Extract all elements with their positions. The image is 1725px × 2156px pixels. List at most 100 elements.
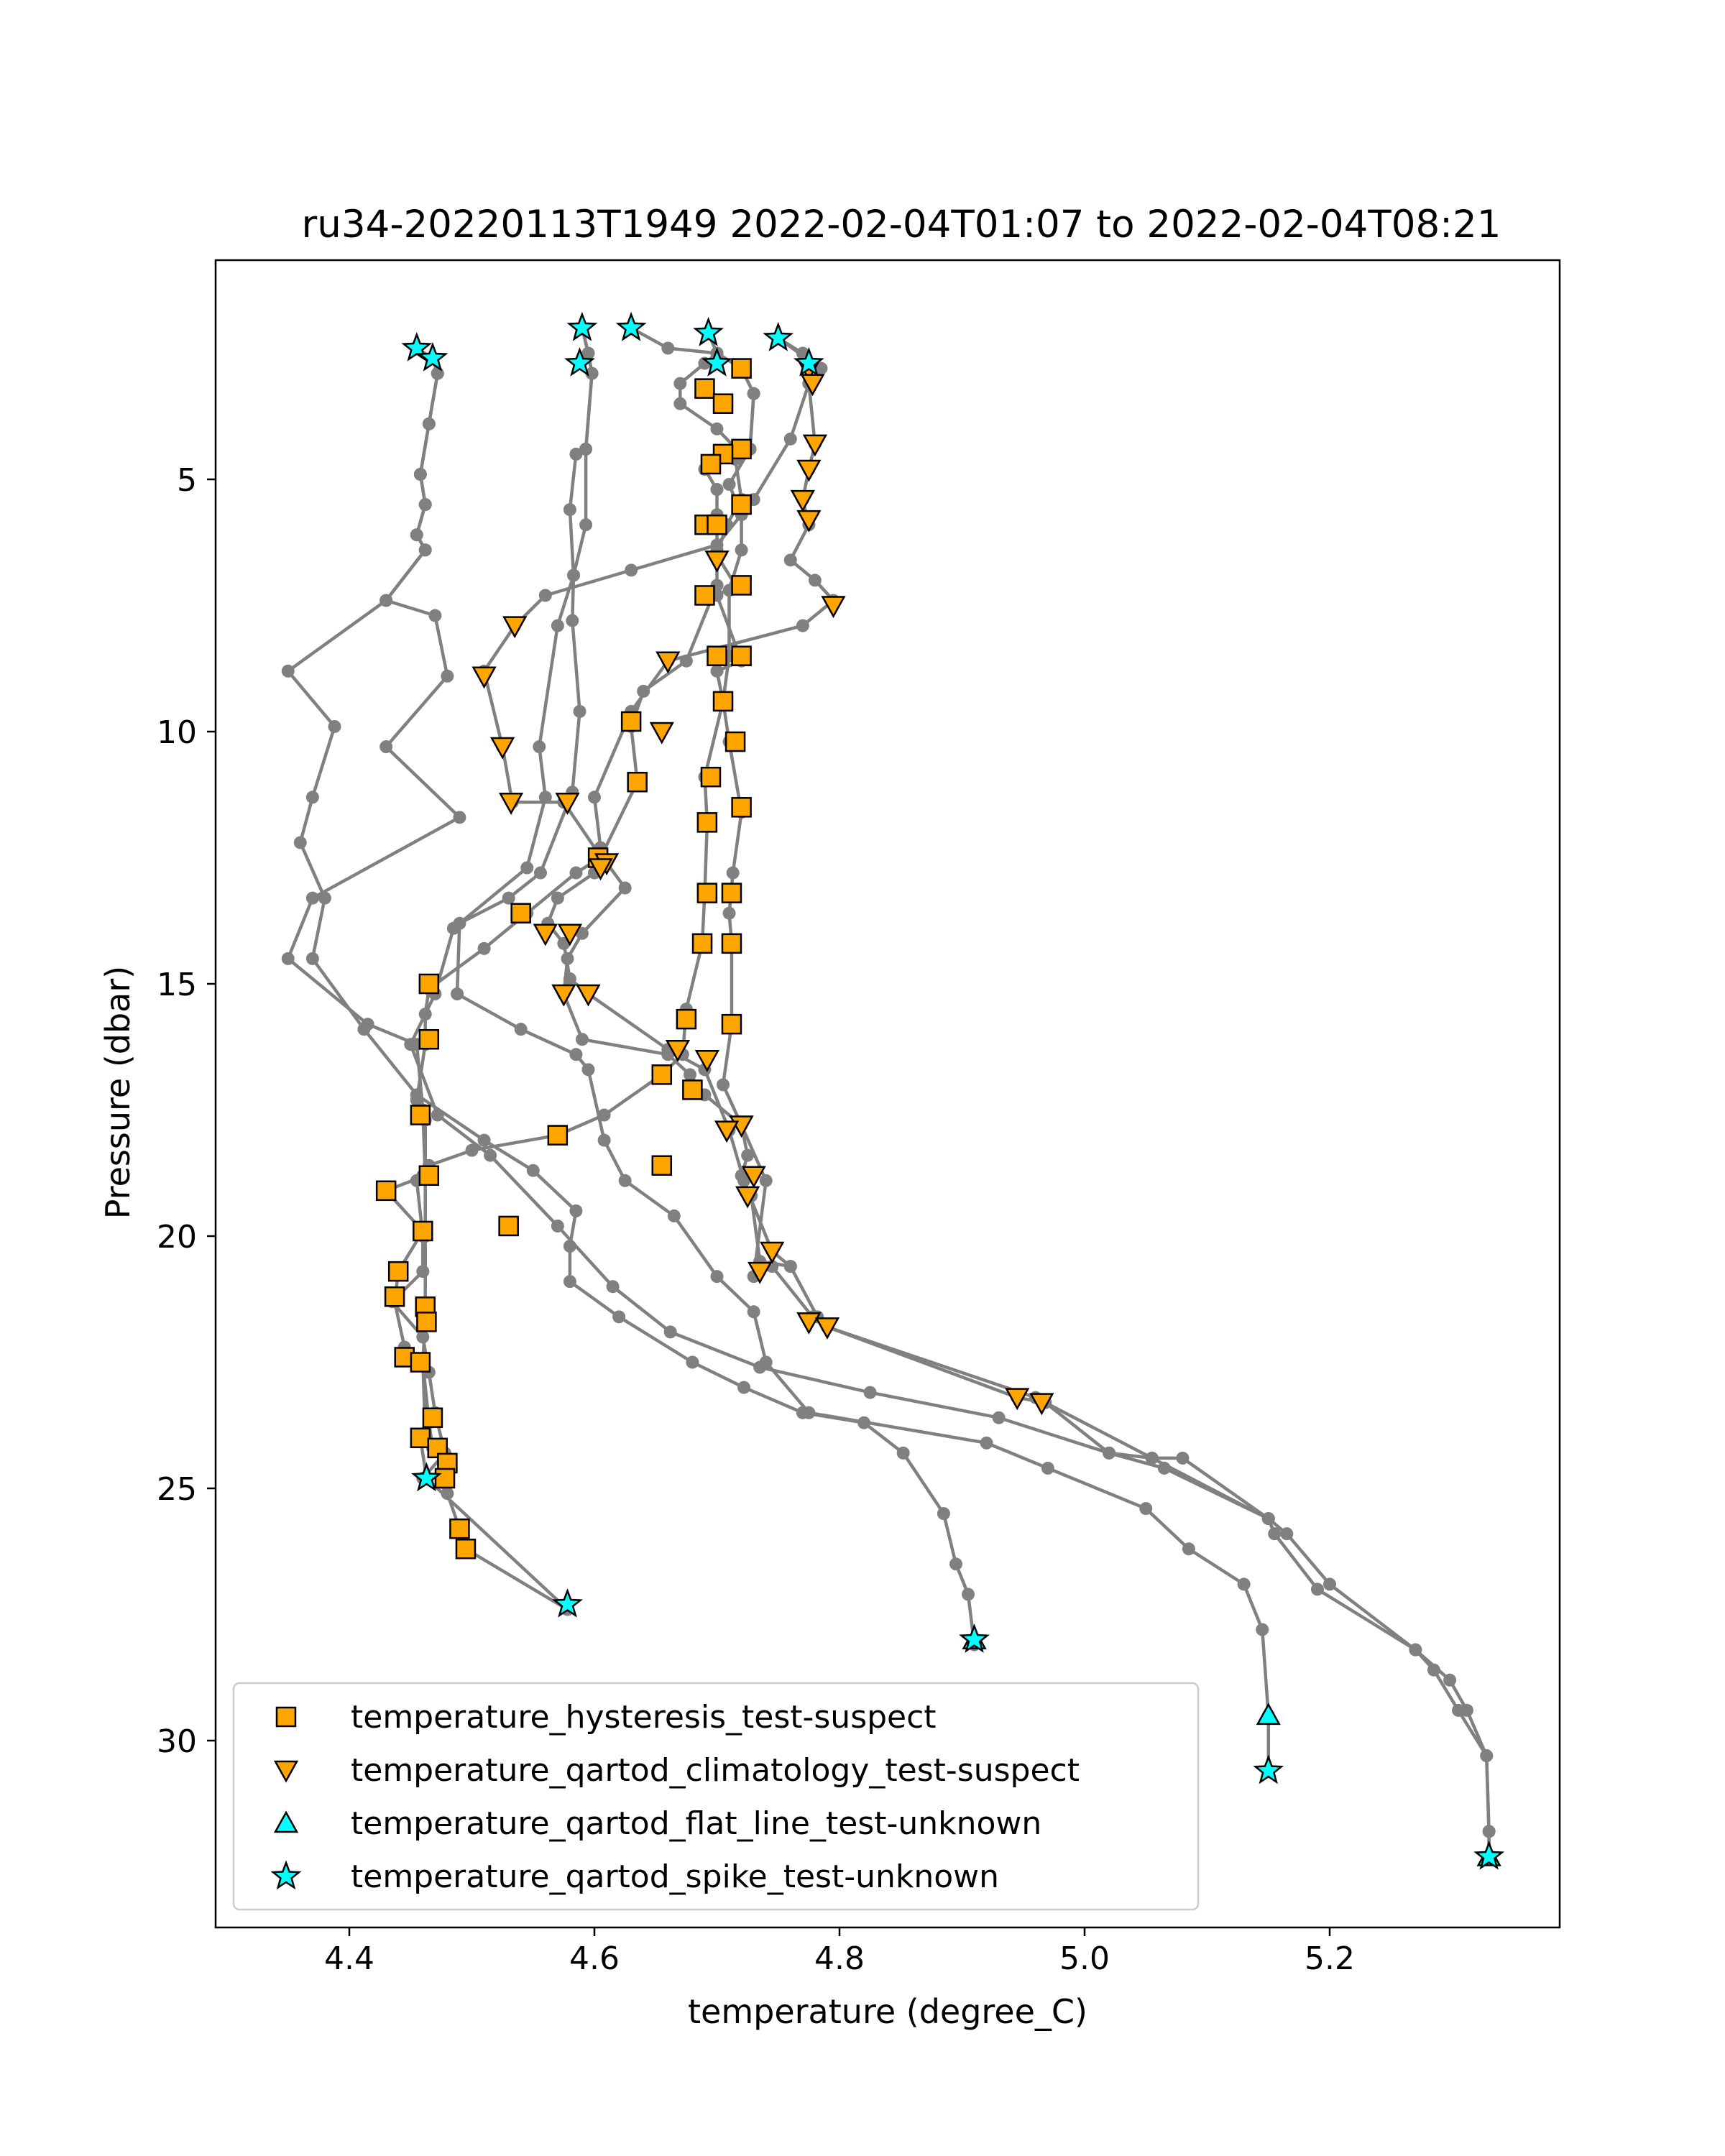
triangle-down-marker bbox=[649, 722, 674, 745]
square-marker bbox=[731, 438, 752, 460]
square-marker bbox=[418, 1165, 440, 1187]
profile-point bbox=[673, 377, 687, 390]
square-marker bbox=[731, 797, 752, 818]
triangle-down-marker bbox=[656, 651, 681, 674]
square-marker bbox=[696, 883, 718, 903]
profile-point bbox=[305, 952, 319, 965]
square-marker bbox=[700, 453, 722, 475]
profile-point bbox=[667, 1209, 681, 1222]
profile-point bbox=[575, 926, 589, 940]
profile-point bbox=[566, 614, 579, 627]
profile-point bbox=[579, 518, 593, 532]
star-marker bbox=[615, 311, 647, 341]
square-marker bbox=[418, 1028, 440, 1050]
square-marker bbox=[449, 1518, 470, 1539]
triangle-down-marker bbox=[760, 1241, 785, 1264]
profile-point bbox=[1280, 1527, 1294, 1541]
profile-point bbox=[1182, 1542, 1195, 1556]
profile-point bbox=[579, 442, 593, 456]
star-marker bbox=[693, 316, 724, 346]
square-marker bbox=[410, 1352, 431, 1373]
profile-point bbox=[683, 1068, 696, 1082]
star-marker bbox=[793, 346, 824, 377]
square-marker bbox=[696, 812, 718, 833]
triangle-down-marker bbox=[796, 459, 822, 482]
square-marker bbox=[676, 1008, 697, 1030]
triangle-down-marker bbox=[557, 923, 583, 946]
profile-point bbox=[896, 1446, 910, 1460]
profile-point bbox=[747, 387, 760, 400]
profile-point bbox=[673, 397, 687, 410]
square-marker bbox=[387, 1261, 409, 1282]
profile-point bbox=[937, 1507, 950, 1521]
triangle-down-marker bbox=[735, 1186, 760, 1209]
triangle-down-marker bbox=[498, 793, 524, 815]
profile-point bbox=[1409, 1643, 1422, 1657]
triangle-down-marker bbox=[551, 984, 576, 1007]
profile-point bbox=[588, 791, 601, 804]
profile-point bbox=[514, 1023, 528, 1036]
profile-point bbox=[597, 1108, 611, 1122]
triangle-down-marker bbox=[821, 596, 846, 619]
triangle-down-marker bbox=[790, 489, 815, 512]
profile-point bbox=[569, 1204, 583, 1217]
square-marker bbox=[731, 575, 752, 596]
profile-point bbox=[569, 447, 583, 461]
profile-point bbox=[1139, 1502, 1153, 1516]
profile-point bbox=[477, 1133, 491, 1147]
triangle-down-marker bbox=[802, 434, 828, 457]
profile-point bbox=[710, 538, 724, 552]
chart-title: ru34-20220113T1949 2022-02-04T01:07 to 2… bbox=[302, 203, 1501, 247]
profile-point bbox=[416, 1330, 430, 1344]
legend-marker bbox=[273, 1760, 299, 1783]
y-tick-label: 20 bbox=[157, 1219, 197, 1256]
profile-point bbox=[418, 543, 432, 557]
legend-label: temperature_qartod_climatology_test-susp… bbox=[351, 1752, 1080, 1789]
profile-point bbox=[783, 432, 797, 446]
star-marker bbox=[564, 346, 596, 377]
profile-point bbox=[759, 1174, 773, 1187]
profile-point bbox=[563, 1275, 576, 1289]
square-marker bbox=[620, 711, 642, 732]
square-marker bbox=[418, 973, 440, 995]
y-tick-label: 25 bbox=[157, 1471, 197, 1508]
profile-point bbox=[581, 1063, 595, 1077]
profile-point bbox=[735, 543, 748, 557]
profile-point bbox=[1256, 1623, 1269, 1636]
profile-point bbox=[949, 1557, 962, 1571]
profile-point bbox=[533, 866, 547, 880]
profile-point bbox=[962, 1588, 975, 1601]
triangle-down-marker bbox=[796, 1312, 822, 1335]
y-axis: 5 10 15 20 25 30 bbox=[157, 462, 216, 1760]
square-marker bbox=[651, 1064, 673, 1085]
profile-point bbox=[1443, 1673, 1457, 1687]
star-marker bbox=[401, 331, 433, 361]
profile-point bbox=[567, 568, 581, 582]
legend-label: temperature_qartod_spike_test-unknown bbox=[351, 1858, 999, 1895]
triangle-down-marker bbox=[555, 793, 580, 815]
profile-point bbox=[428, 609, 442, 622]
square-marker bbox=[410, 1427, 431, 1449]
square-marker bbox=[721, 883, 742, 903]
profile-point bbox=[484, 1148, 497, 1162]
triangle-down-marker bbox=[748, 1261, 773, 1284]
profile-point bbox=[281, 952, 295, 965]
square-marker bbox=[721, 1013, 742, 1035]
profile-point bbox=[737, 1174, 751, 1187]
square-marker bbox=[707, 514, 727, 535]
profile-point bbox=[305, 791, 319, 804]
profile-point bbox=[741, 1148, 755, 1162]
square-marker bbox=[694, 378, 715, 399]
flag-markers bbox=[375, 311, 1505, 1870]
square-marker bbox=[422, 1407, 443, 1428]
profile-point bbox=[1323, 1577, 1336, 1591]
profile-point bbox=[465, 1143, 479, 1157]
profile-point bbox=[1176, 1451, 1190, 1465]
triangle-down-marker bbox=[800, 374, 825, 397]
plot-area bbox=[281, 311, 1505, 1870]
profile-point bbox=[686, 1355, 699, 1369]
y-tick-label: 10 bbox=[157, 714, 197, 751]
profile-point bbox=[533, 740, 546, 754]
profile-point bbox=[618, 1174, 632, 1187]
star-marker bbox=[566, 311, 598, 341]
